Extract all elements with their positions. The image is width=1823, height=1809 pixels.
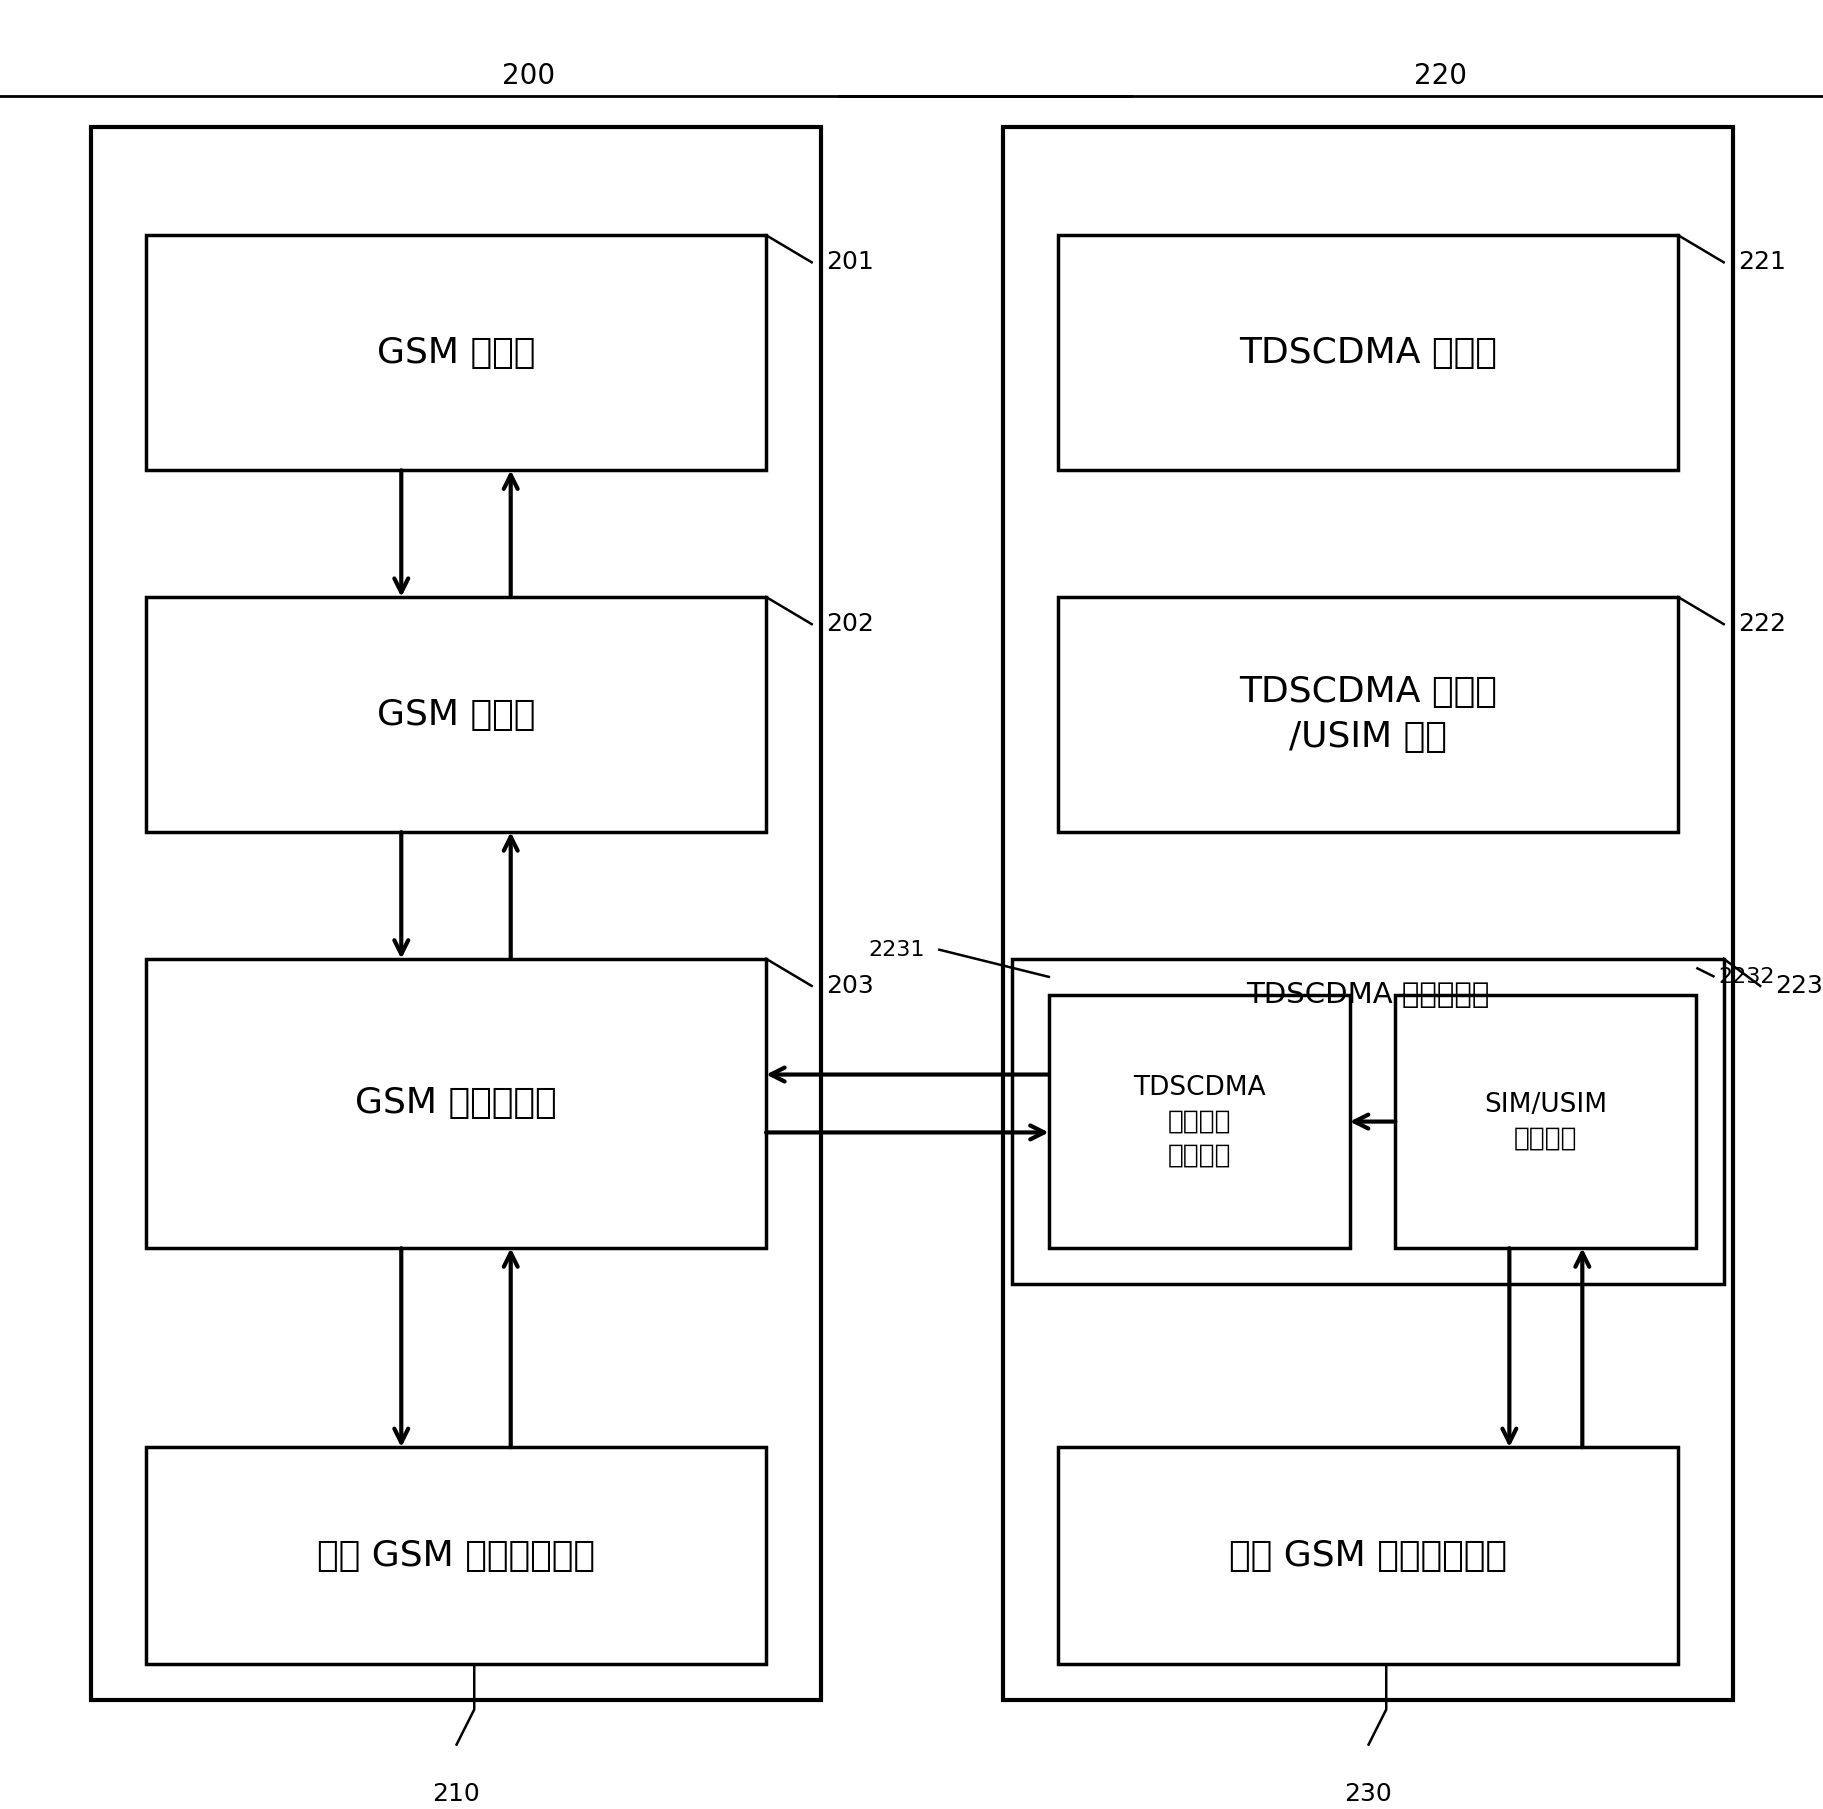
Bar bbox=[91, 127, 820, 1700]
Text: 第二 GSM 用户识别模块: 第二 GSM 用户识别模块 bbox=[1229, 1539, 1506, 1572]
Text: 2231: 2231 bbox=[868, 939, 924, 961]
Bar bbox=[1057, 597, 1677, 832]
Text: 221: 221 bbox=[1737, 250, 1785, 275]
Text: TDSCDMA 应用层: TDSCDMA 应用层 bbox=[1238, 336, 1497, 369]
Text: 2232: 2232 bbox=[1717, 966, 1774, 988]
Text: SIM/USIM
驱动模块: SIM/USIM 驱动模块 bbox=[1484, 1091, 1606, 1152]
Text: 220: 220 bbox=[1413, 63, 1468, 90]
Text: 第一 GSM 用户识别模块: 第一 GSM 用户识别模块 bbox=[317, 1539, 594, 1572]
Text: 230: 230 bbox=[1344, 1782, 1391, 1805]
Bar bbox=[146, 235, 766, 470]
Bar bbox=[1057, 235, 1677, 470]
Bar bbox=[1395, 995, 1695, 1248]
Text: 202: 202 bbox=[826, 611, 873, 637]
Text: 210: 210 bbox=[432, 1782, 479, 1805]
Bar bbox=[1057, 1447, 1677, 1664]
Bar bbox=[146, 597, 766, 832]
Bar bbox=[1048, 995, 1349, 1248]
Text: 200: 200 bbox=[501, 63, 556, 90]
Bar bbox=[146, 1447, 766, 1664]
Text: GSM 应用层: GSM 应用层 bbox=[377, 336, 534, 369]
Text: GSM 协议栈: GSM 协议栈 bbox=[377, 698, 534, 731]
Bar bbox=[146, 959, 766, 1248]
Text: TDSCDMA
异步收发
驱动模块: TDSCDMA 异步收发 驱动模块 bbox=[1132, 1075, 1265, 1169]
Text: TDSCDMA 装置驱动层: TDSCDMA 装置驱动层 bbox=[1245, 980, 1489, 1009]
Text: 203: 203 bbox=[826, 973, 873, 999]
Text: TDSCDMA 协议栈
/USIM 协议: TDSCDMA 协议栈 /USIM 协议 bbox=[1238, 675, 1497, 754]
Bar bbox=[1003, 127, 1732, 1700]
Text: 201: 201 bbox=[826, 250, 873, 275]
Text: 222: 222 bbox=[1737, 611, 1785, 637]
Text: 223: 223 bbox=[1774, 973, 1821, 999]
Bar bbox=[1012, 959, 1723, 1284]
Text: GSM 装置驱动层: GSM 装置驱动层 bbox=[355, 1087, 556, 1120]
